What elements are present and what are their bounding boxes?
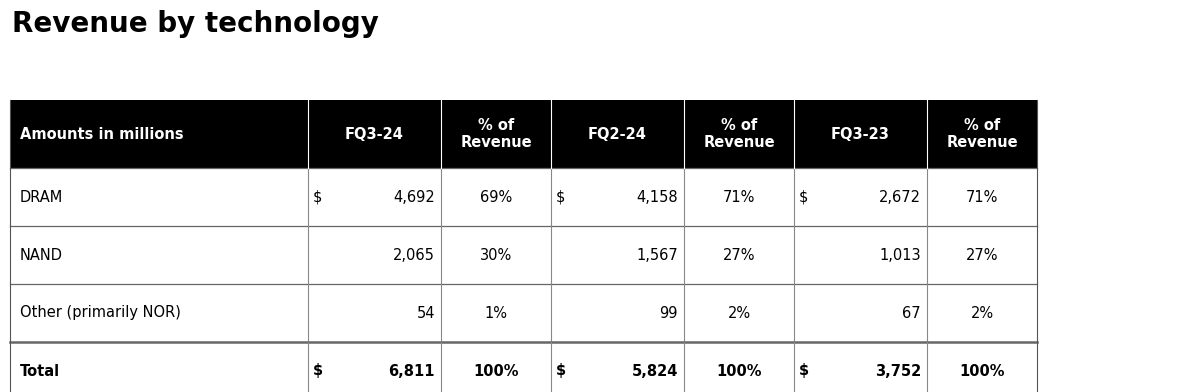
Text: 1%: 1%	[484, 305, 508, 321]
Text: 27%: 27%	[966, 247, 998, 263]
Text: FQ3-24: FQ3-24	[344, 127, 404, 142]
Text: 71%: 71%	[722, 189, 756, 205]
Text: 69%: 69%	[480, 189, 513, 205]
Text: DRAM: DRAM	[20, 189, 63, 205]
Text: 27%: 27%	[722, 247, 756, 263]
Text: Other (primarily NOR): Other (primarily NOR)	[20, 305, 181, 321]
Bar	[10, 100, 1037, 168]
Text: 4,692: 4,692	[393, 189, 435, 205]
Text: $: $	[555, 363, 566, 379]
Text: $: $	[313, 363, 323, 379]
Text: $: $	[799, 363, 809, 379]
Text: 1,567: 1,567	[637, 247, 678, 263]
Text: FQ2-24: FQ2-24	[588, 127, 647, 142]
Text: NAND: NAND	[20, 247, 63, 263]
Text: $: $	[313, 189, 322, 205]
Text: 67: 67	[902, 305, 921, 321]
Text: 5,824: 5,824	[632, 363, 678, 379]
Text: % of
Revenue: % of Revenue	[946, 118, 1018, 150]
Text: 3,752: 3,752	[875, 363, 921, 379]
Text: 2%: 2%	[727, 305, 751, 321]
Text: 100%: 100%	[473, 363, 519, 379]
Text: $: $	[555, 189, 565, 205]
Text: Amounts in millions: Amounts in millions	[20, 127, 184, 142]
Text: % of
Revenue: % of Revenue	[460, 118, 532, 150]
Text: Revenue by technology: Revenue by technology	[12, 10, 379, 38]
Text: % of
Revenue: % of Revenue	[703, 118, 775, 150]
Text: Total: Total	[20, 363, 60, 379]
Text: 2%: 2%	[970, 305, 994, 321]
Text: 2,065: 2,065	[393, 247, 435, 263]
Text: 6,811: 6,811	[389, 363, 435, 379]
Text: 71%: 71%	[966, 189, 998, 205]
Text: 30%: 30%	[480, 247, 513, 263]
Text: 100%: 100%	[960, 363, 1005, 379]
Text: 1,013: 1,013	[880, 247, 921, 263]
Text: 4,158: 4,158	[637, 189, 678, 205]
Text: 2,672: 2,672	[879, 189, 921, 205]
Text: FQ3-23: FQ3-23	[831, 127, 890, 142]
Text: 99: 99	[659, 305, 678, 321]
Text: 54: 54	[416, 305, 435, 321]
Text: $: $	[799, 189, 808, 205]
Text: 100%: 100%	[716, 363, 762, 379]
